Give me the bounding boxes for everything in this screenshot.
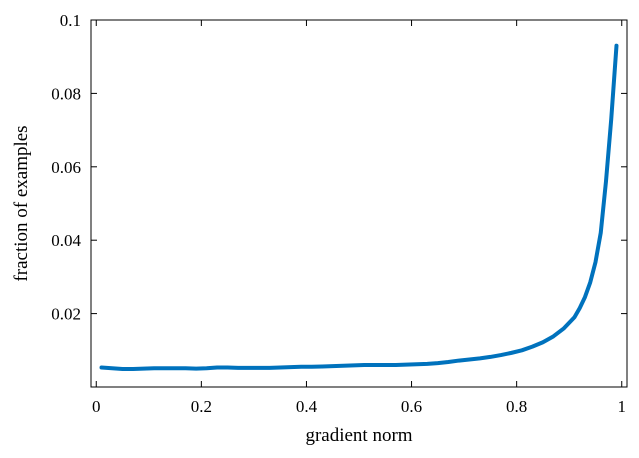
y-tick-label: 0.04 xyxy=(51,231,81,250)
y-axis: 0.02 0.04 0.06 0.08 0.1 xyxy=(51,11,627,324)
series-line-1 xyxy=(99,43,619,372)
x-tick-label: 0.6 xyxy=(401,397,422,416)
x-axis: 0 0.2 0.4 0.6 0.8 1 xyxy=(92,20,626,416)
y-tick-label: 0.1 xyxy=(60,11,81,30)
plot-frame xyxy=(90,19,628,388)
x-axis-label: gradient norm xyxy=(305,425,412,446)
x-tick-label: 0.8 xyxy=(506,397,527,416)
y-tick-label: 0.08 xyxy=(51,84,81,103)
x-tick-label: 0.2 xyxy=(191,397,212,416)
x-tick-label: 1 xyxy=(617,397,626,416)
x-tick-label: 0.4 xyxy=(296,397,318,416)
y-axis-label: fraction of examples xyxy=(11,125,32,281)
plot-area xyxy=(90,19,628,388)
x-tick-label: 0 xyxy=(92,397,101,416)
y-tick-label: 0.02 xyxy=(51,305,81,324)
y-tick-label: 0.06 xyxy=(51,158,81,177)
